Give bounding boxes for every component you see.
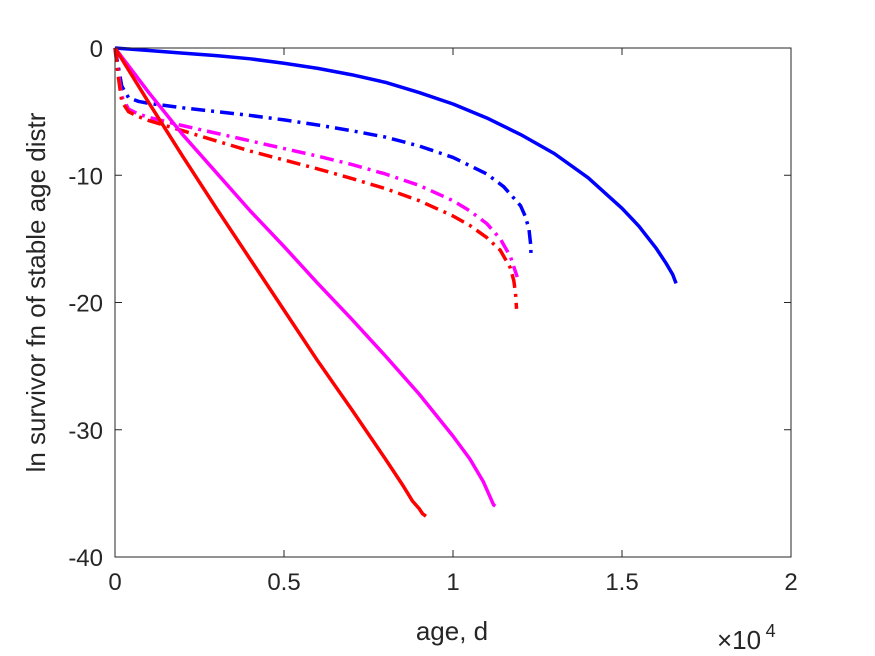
y-tick-label: -30: [68, 418, 103, 445]
y-tick-label: 0: [90, 36, 103, 63]
series-line-4: [113, 47, 519, 309]
x-tick-label: 1: [446, 569, 459, 596]
x-ticks: 0 0.5 1 1.5 2: [108, 48, 798, 596]
y-ticks: 0 -10 -20 -30 -40: [68, 36, 791, 572]
series-line-2: [113, 47, 533, 259]
series-line-5: [113, 46, 497, 508]
x-tick-label: 0: [108, 569, 121, 596]
plot-background: [115, 48, 791, 557]
x-tick-label: 2: [784, 569, 797, 596]
series-layer: [113, 46, 678, 518]
series-line-1: [114, 46, 678, 285]
y-tick-label: -40: [68, 545, 103, 572]
plot-area: [115, 48, 791, 557]
x-axis-label: age, d: [416, 616, 488, 646]
series-line-3: [113, 47, 519, 278]
series-line-6: [113, 47, 428, 518]
x-axis-multiplier-exponent: 4: [766, 621, 776, 641]
x-axis-multiplier-base: ×10: [717, 625, 761, 655]
x-axis-multiplier: ×10 4: [717, 621, 776, 655]
x-tick-label: 0.5: [267, 569, 300, 596]
y-tick-label: -20: [68, 291, 103, 318]
x-tick-label: 1.5: [605, 569, 638, 596]
y-axis-label: ln survivor fn of stable age distr: [21, 112, 51, 472]
y-tick-label: -10: [68, 163, 103, 190]
